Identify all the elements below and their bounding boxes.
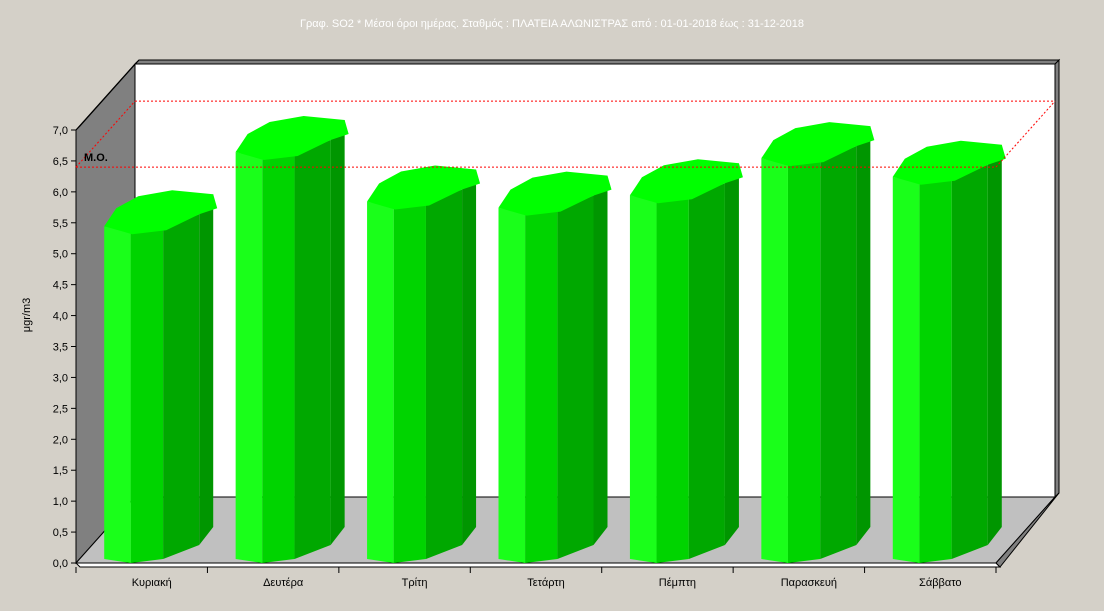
x-axis: Κυριακή Δευτέρα Τρίτη Τετάρτη Πέμπτη Παρασκευ… (75, 567, 997, 589)
bar (629, 159, 743, 564)
y-tick-label: 3,5 (53, 342, 68, 354)
chart-title: Γραφ. SO2 * Μέσοι όροι ημέρας. Σταθμός :… (300, 18, 804, 30)
bar-facet (724, 163, 739, 546)
y-tick-label: 2,5 (53, 403, 68, 415)
y-tick-label: 3,0 (53, 372, 68, 384)
bar-top (104, 190, 218, 235)
plot-top-edge (133, 59, 1061, 65)
y-tick-label: 0,0 (53, 558, 68, 570)
bar-facet (262, 154, 295, 563)
bar-facet (393, 203, 426, 563)
bar (104, 190, 218, 563)
y-tick-label: 5,0 (53, 249, 68, 261)
bar-top (892, 140, 1006, 185)
x-tick-label: Τετάρτη (527, 577, 565, 589)
x-tick-label: Τρίτη (402, 577, 428, 589)
x-tick-label: Δευτέρα (263, 577, 304, 589)
plot-bottom-edge (74, 562, 1002, 568)
bar-facet (856, 126, 871, 545)
y-tick-label: 4,0 (53, 311, 68, 323)
y-tick-label: 4,5 (53, 280, 68, 292)
bar (761, 122, 875, 563)
bar-top (761, 122, 875, 167)
bar-facet (330, 120, 345, 545)
bar-facet (919, 178, 952, 563)
x-tick-label: Κυριακή (132, 577, 172, 589)
y-tick-label: 7,0 (53, 125, 68, 137)
x-tick-label: Παρασκευή (781, 577, 837, 589)
bar-top (498, 171, 612, 216)
mean-line-left-edge (75, 100, 136, 168)
bar-facet (367, 201, 394, 563)
y-tick-label: 2,0 (53, 434, 68, 446)
bar (235, 116, 349, 563)
y-axis-label: μgr/m3 (21, 298, 33, 332)
bar-top (235, 116, 349, 160)
bar-facet (498, 207, 526, 563)
bar-facet (629, 195, 657, 564)
bar-facet (656, 197, 689, 564)
bar-facet (462, 169, 477, 545)
bar-facet (987, 144, 1002, 545)
bar (892, 140, 1006, 563)
bar (498, 171, 612, 563)
bar (367, 165, 481, 563)
plot-bottom-right-edge (995, 492, 1060, 568)
y-tick-label: 0,5 (53, 527, 68, 539)
bar-top (629, 159, 743, 204)
bar-facet (104, 226, 131, 563)
bar-facet (951, 164, 988, 559)
bar-facet (235, 152, 263, 563)
bar-facet (294, 140, 331, 559)
bar-facet (892, 176, 920, 563)
bar-facet (761, 158, 788, 563)
bar-facet (787, 160, 821, 563)
mean-line-back (75, 100, 1055, 168)
x-tick-label: Πέμπτη (659, 577, 696, 589)
bar-facet (425, 189, 463, 559)
bar-facet (199, 194, 214, 545)
y-axis: 0,0 0,5 1,0 1,5 2,0 2,5 3,0 3,5 4,0 4,5 5,0 5,5 6,0 6… (53, 125, 76, 570)
bar-facet (820, 146, 857, 559)
bar-facet (557, 195, 594, 559)
mean-line-label: Μ.Ο. (84, 152, 108, 164)
plot-left-top-edge (75, 59, 140, 131)
mean-line-front: Μ.Ο. (76, 100, 1056, 168)
bar-facet (593, 175, 608, 545)
bar-top (367, 165, 481, 210)
y-tick-label: 6,0 (53, 187, 68, 199)
y-tick-label: 6,5 (53, 156, 68, 168)
bar-facet (163, 214, 200, 559)
bar-facet (688, 183, 725, 560)
x-tick-label: Σάββατο (919, 577, 961, 589)
y-tick-label: 1,5 (53, 465, 68, 477)
bars (104, 116, 1006, 564)
y-tick-label: 5,5 (53, 218, 68, 230)
bar-facet (525, 209, 558, 563)
y-tick-label: 1,0 (53, 496, 68, 508)
mean-line-right-edge (995, 100, 1056, 168)
plot-right-edge (1054, 58, 1060, 499)
bar-facet (130, 228, 164, 563)
